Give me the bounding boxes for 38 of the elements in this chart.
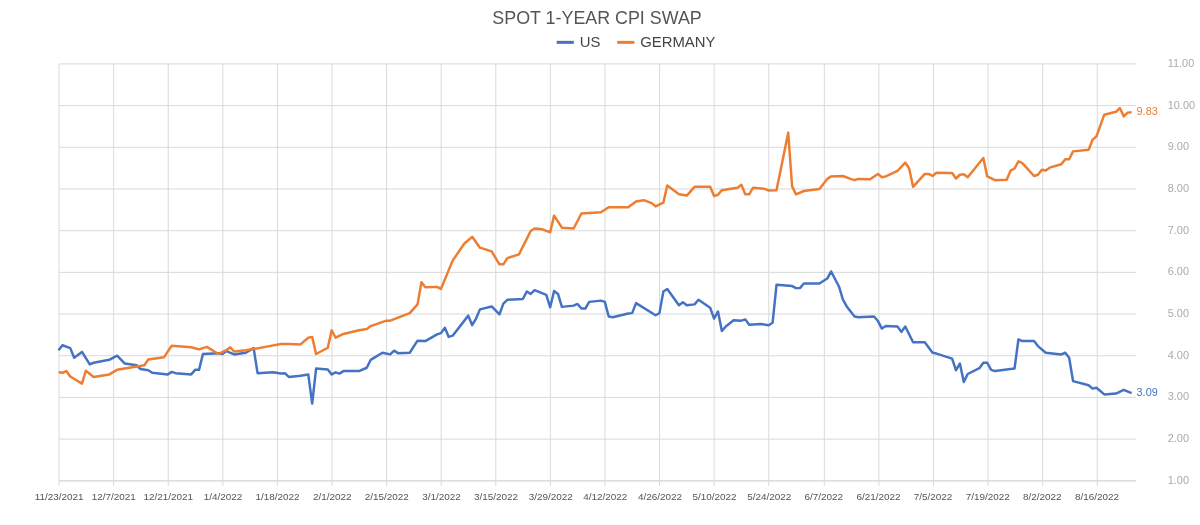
y-tick-label: 3.00 (1167, 390, 1189, 403)
x-tick-label: 2/1/2022 (312, 490, 352, 502)
x-tick-label: 11/23/2021 (34, 490, 84, 502)
y-tick-label: 2.00 (1167, 432, 1189, 445)
x-tick-label: 1/18/2022 (255, 490, 301, 502)
x-tick-label: 3/1/2022 (422, 490, 462, 502)
annotation: 3.09 (1136, 386, 1158, 399)
y-tick-label: 9.00 (1167, 140, 1189, 153)
x-tick-label: 2/15/2022 (364, 490, 410, 502)
x-tick-label: 1/4/2022 (203, 490, 243, 502)
line-series (57, 106, 1133, 385)
x-tick-label: 8/16/2022 (1074, 490, 1120, 502)
x-tick-label: 3/15/2022 (474, 490, 519, 502)
x-tick-label: 5/24/2022 (747, 490, 792, 502)
y-tick-label: 10.00 (1167, 98, 1196, 111)
x-tick-label: 6/7/2022 (804, 490, 844, 502)
y-tick-label: 11.00 (1167, 56, 1195, 69)
y-tick-label: 5.00 (1167, 307, 1189, 320)
x-tick-label: 4/26/2022 (637, 490, 683, 502)
x-tick-label: 3/29/2022 (528, 490, 574, 502)
legend-label: US (579, 34, 601, 51)
x-tick-label: 12/21/2021 (143, 490, 194, 502)
x-tick-label: 8/2/2022 (1023, 490, 1063, 502)
y-tick-label: 6.00 (1167, 265, 1189, 278)
x-tick-label: 12/7/2021 (91, 490, 137, 502)
x-tick-label: 7/19/2022 (965, 490, 1011, 502)
y-tick-label: 7.00 (1167, 223, 1189, 236)
y-tick-label: 4.00 (1167, 348, 1189, 361)
y-tick-label: 8.00 (1167, 181, 1189, 194)
x-tick-label: 6/21/2022 (856, 490, 901, 502)
annotation: 9.83 (1136, 105, 1158, 118)
line-series (57, 270, 1133, 405)
y-tick-label: 1.00 (1167, 473, 1189, 486)
x-tick-label: 4/12/2022 (583, 490, 628, 502)
x-tick-label: 7/5/2022 (913, 490, 953, 502)
legend-label: GERMANY (640, 34, 716, 51)
chart-title: SPOT 1-YEAR CPI SWAP (492, 7, 702, 28)
x-tick-label: 5/10/2022 (692, 490, 738, 502)
